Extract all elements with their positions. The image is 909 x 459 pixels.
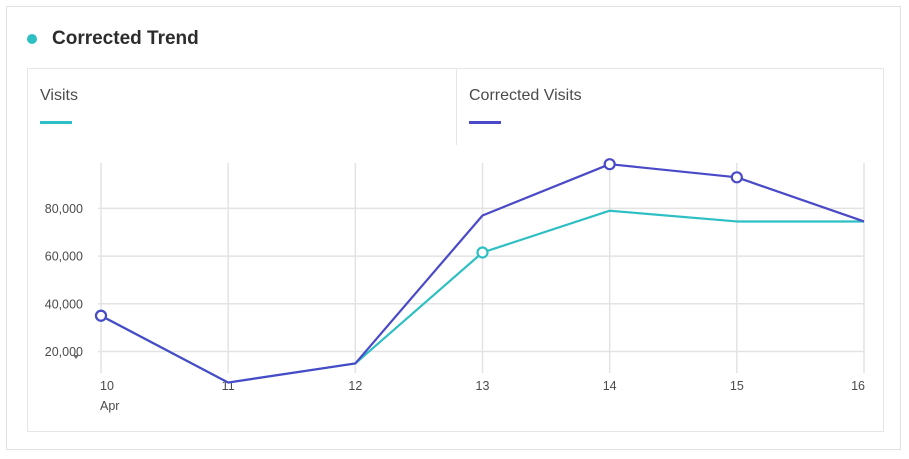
y-tick-label: 80,000 — [45, 202, 83, 216]
x-tick-label: 16 — [851, 379, 865, 393]
x-tick-label: 15 — [730, 379, 744, 393]
x-tick-label: 14 — [603, 379, 617, 393]
legend-label-corrected-visits: Corrected Visits — [469, 87, 582, 104]
title-dot-icon — [27, 34, 37, 44]
series-point-corrected-visits — [94, 309, 108, 322]
series-point-corrected-visits — [730, 171, 743, 184]
y-tick-label: 40,000 — [45, 297, 83, 311]
series-point-visits — [476, 246, 489, 259]
legend-item-visits[interactable]: Visits — [28, 69, 456, 145]
legend-swatch-corrected-visits — [469, 121, 501, 124]
legend: Visits Corrected Visits — [28, 69, 885, 145]
chart-panel: Visits Corrected Visits — [27, 68, 884, 432]
card-title: Corrected Trend — [52, 28, 199, 49]
series-point-corrected-visits — [603, 158, 616, 171]
x-tick-label: 13 — [476, 379, 490, 393]
x-tick-label: 10 — [100, 379, 114, 393]
y-tick-label: 60,000 — [45, 250, 83, 264]
card-header: Corrected Trend — [27, 27, 199, 51]
x-tick-sublabel: Apr — [100, 399, 119, 413]
legend-swatch-visits — [40, 121, 72, 124]
legend-item-corrected-visits[interactable]: Corrected Visits — [456, 69, 884, 145]
chart-card: Corrected Trend Visits Corrected Visits — [6, 6, 901, 450]
x-tick-label: 12 — [348, 379, 362, 393]
legend-label-visits: Visits — [40, 87, 78, 104]
y-axis-caret-icon — [73, 355, 79, 359]
